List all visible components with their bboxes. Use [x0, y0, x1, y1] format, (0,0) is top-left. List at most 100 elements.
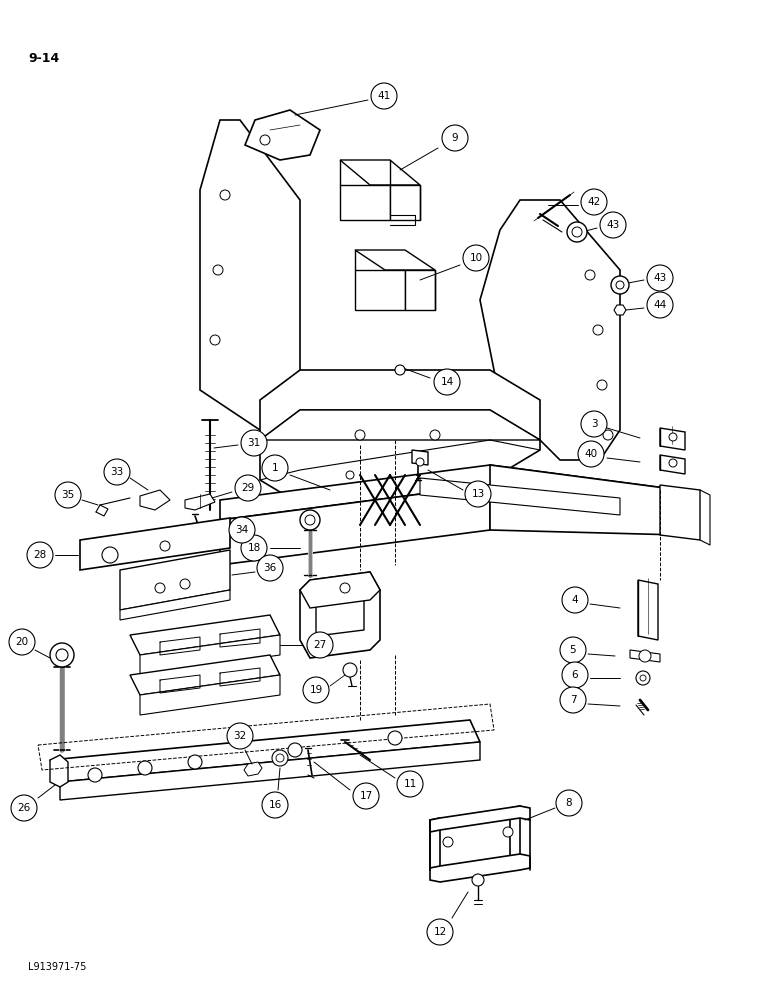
Circle shape: [640, 675, 646, 681]
Circle shape: [241, 535, 267, 561]
Polygon shape: [120, 590, 230, 620]
Polygon shape: [220, 465, 680, 520]
Text: 19: 19: [310, 685, 323, 695]
Circle shape: [442, 125, 468, 151]
Circle shape: [416, 458, 424, 466]
Circle shape: [102, 547, 118, 563]
Text: 36: 36: [264, 563, 277, 573]
Circle shape: [355, 430, 365, 440]
Text: 5: 5: [569, 645, 576, 655]
Polygon shape: [80, 518, 230, 570]
Circle shape: [262, 792, 288, 818]
Circle shape: [235, 475, 261, 501]
Circle shape: [562, 587, 588, 613]
Text: 12: 12: [434, 927, 447, 937]
Circle shape: [395, 365, 405, 375]
Circle shape: [229, 517, 255, 543]
Polygon shape: [420, 478, 620, 515]
Circle shape: [300, 510, 320, 530]
Circle shape: [572, 227, 582, 237]
Text: 35: 35: [62, 490, 75, 500]
Text: 42: 42: [587, 197, 601, 207]
Circle shape: [56, 649, 68, 661]
Text: 17: 17: [360, 791, 373, 801]
Circle shape: [600, 212, 626, 238]
Circle shape: [472, 874, 484, 886]
Polygon shape: [245, 110, 320, 160]
Circle shape: [603, 430, 613, 440]
Polygon shape: [430, 806, 530, 832]
Circle shape: [616, 281, 624, 289]
Text: 16: 16: [268, 800, 282, 810]
Text: 43: 43: [606, 220, 619, 230]
Circle shape: [276, 754, 284, 762]
Circle shape: [160, 541, 170, 551]
Circle shape: [188, 755, 202, 769]
Circle shape: [371, 83, 397, 109]
Circle shape: [88, 768, 102, 782]
Polygon shape: [300, 572, 380, 658]
Circle shape: [463, 245, 489, 271]
Polygon shape: [120, 550, 230, 610]
Polygon shape: [510, 806, 520, 858]
Polygon shape: [405, 270, 435, 310]
Text: 9: 9: [452, 133, 459, 143]
Circle shape: [611, 276, 629, 294]
Polygon shape: [260, 410, 540, 440]
Polygon shape: [660, 455, 685, 474]
Circle shape: [669, 459, 677, 467]
Text: 26: 26: [17, 803, 30, 813]
Polygon shape: [430, 854, 530, 882]
Text: 40: 40: [584, 449, 597, 459]
Polygon shape: [355, 270, 405, 310]
Polygon shape: [660, 428, 685, 450]
Polygon shape: [220, 485, 490, 565]
Text: 29: 29: [241, 483, 254, 493]
Circle shape: [138, 761, 152, 775]
Polygon shape: [430, 818, 440, 870]
Polygon shape: [140, 635, 280, 675]
Circle shape: [210, 335, 220, 345]
Polygon shape: [140, 675, 280, 715]
Circle shape: [581, 411, 607, 437]
Circle shape: [427, 919, 453, 945]
Circle shape: [260, 135, 270, 145]
Circle shape: [556, 790, 582, 816]
Text: 41: 41: [378, 91, 391, 101]
Text: 33: 33: [111, 467, 123, 477]
Polygon shape: [300, 572, 380, 608]
Polygon shape: [50, 720, 480, 782]
Circle shape: [443, 837, 453, 847]
Circle shape: [50, 643, 74, 667]
Text: 18: 18: [247, 543, 261, 553]
Circle shape: [581, 189, 607, 215]
Polygon shape: [185, 494, 215, 510]
Text: 43: 43: [654, 273, 667, 283]
Text: 34: 34: [236, 525, 249, 535]
Circle shape: [241, 430, 267, 456]
Text: 1: 1: [271, 463, 278, 473]
Circle shape: [353, 783, 379, 809]
Text: 32: 32: [233, 731, 246, 741]
Circle shape: [636, 671, 650, 685]
Circle shape: [647, 292, 673, 318]
Text: 27: 27: [314, 640, 327, 650]
Circle shape: [593, 325, 603, 335]
Text: 44: 44: [654, 300, 667, 310]
Polygon shape: [260, 370, 540, 440]
Polygon shape: [130, 655, 280, 695]
Circle shape: [303, 677, 329, 703]
Circle shape: [104, 459, 130, 485]
Circle shape: [597, 380, 607, 390]
Circle shape: [397, 771, 423, 797]
Polygon shape: [480, 200, 620, 460]
Text: 20: 20: [16, 637, 29, 647]
Circle shape: [578, 441, 604, 467]
Circle shape: [340, 583, 350, 593]
Polygon shape: [60, 742, 480, 800]
Polygon shape: [244, 762, 262, 776]
Circle shape: [430, 430, 440, 440]
Circle shape: [272, 750, 288, 766]
Circle shape: [465, 481, 491, 507]
Circle shape: [560, 637, 586, 663]
